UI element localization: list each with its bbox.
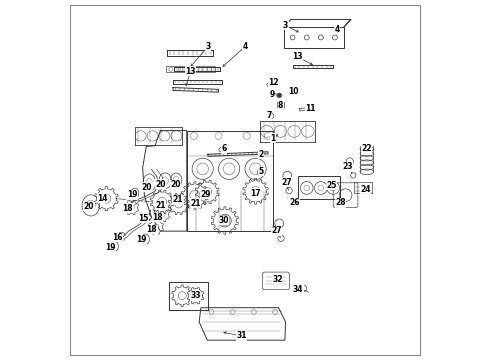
Text: 9: 9: [270, 90, 275, 99]
Text: 17: 17: [250, 189, 261, 198]
Text: 24: 24: [361, 185, 371, 194]
Text: 27: 27: [271, 226, 282, 235]
Text: 25: 25: [327, 181, 337, 190]
Text: 2: 2: [258, 150, 264, 159]
Text: 30: 30: [219, 216, 229, 225]
Text: 15: 15: [139, 213, 149, 222]
Text: 13: 13: [292, 52, 302, 61]
Text: 13: 13: [185, 67, 196, 76]
Text: 18: 18: [152, 213, 163, 222]
Text: 34: 34: [293, 285, 303, 294]
Text: 32: 32: [272, 275, 283, 284]
Text: 8: 8: [278, 101, 283, 110]
Text: 5: 5: [258, 167, 264, 176]
Bar: [277, 102, 284, 107]
Text: 28: 28: [335, 198, 345, 207]
Text: 19: 19: [105, 243, 116, 252]
Text: 19: 19: [127, 190, 137, 199]
Text: 19: 19: [136, 235, 147, 244]
Text: 29: 29: [200, 190, 211, 199]
Circle shape: [289, 91, 292, 94]
Text: 4: 4: [335, 25, 340, 34]
Circle shape: [278, 94, 281, 97]
Text: 11: 11: [305, 104, 316, 113]
Text: 23: 23: [342, 162, 353, 171]
Text: 21: 21: [172, 195, 183, 204]
Text: 16: 16: [112, 233, 123, 242]
Text: 20: 20: [84, 202, 94, 211]
Text: 20: 20: [171, 180, 181, 189]
Bar: [298, 176, 340, 199]
Text: 4: 4: [243, 42, 247, 51]
Bar: [166, 66, 215, 72]
Bar: [187, 131, 273, 231]
Text: 20: 20: [155, 180, 166, 189]
Text: 3: 3: [283, 21, 288, 30]
Text: 6: 6: [221, 144, 226, 153]
Text: 26: 26: [289, 198, 300, 207]
Text: 18: 18: [122, 204, 133, 213]
Text: 20: 20: [142, 183, 152, 192]
Text: 7: 7: [267, 111, 272, 120]
Text: 22: 22: [362, 144, 372, 153]
Text: 18: 18: [147, 225, 157, 234]
Text: 3: 3: [205, 42, 211, 51]
Text: 12: 12: [269, 78, 279, 87]
Text: 31: 31: [236, 332, 247, 341]
Bar: [284, 27, 344, 48]
Text: 21: 21: [155, 201, 166, 210]
Bar: [169, 282, 208, 310]
Text: 10: 10: [288, 87, 298, 96]
Text: 27: 27: [281, 177, 292, 186]
Bar: [354, 183, 372, 193]
Text: 33: 33: [190, 291, 201, 300]
Text: 21: 21: [190, 199, 200, 208]
Text: 1: 1: [270, 134, 276, 143]
Text: 14: 14: [97, 194, 108, 203]
